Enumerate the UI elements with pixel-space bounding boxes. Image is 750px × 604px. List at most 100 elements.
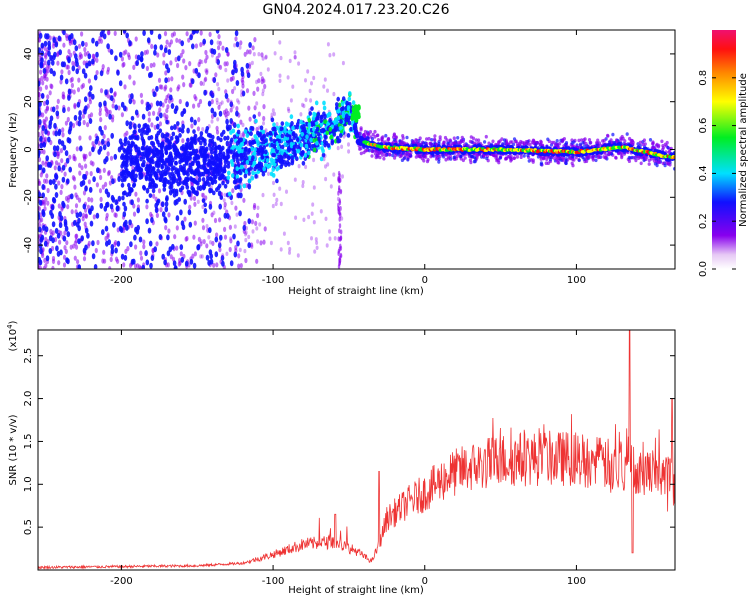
spectral-cell bbox=[400, 158, 404, 162]
spectral-cell bbox=[61, 200, 65, 207]
spectral-cell bbox=[117, 195, 122, 202]
spectral-cell bbox=[82, 190, 87, 196]
spectral-cell bbox=[269, 171, 274, 177]
spectral-cell bbox=[484, 134, 488, 139]
spectral-cell bbox=[91, 58, 95, 65]
spectral-cell bbox=[125, 32, 129, 39]
spectral-cell bbox=[225, 118, 229, 125]
spectral-cell bbox=[461, 139, 465, 143]
spectral-cell bbox=[201, 217, 205, 223]
spectral-cell bbox=[135, 158, 140, 164]
spectral-cell bbox=[116, 240, 121, 247]
spectral-cell bbox=[290, 155, 295, 161]
spectral-cell bbox=[121, 62, 125, 68]
spectral-cell bbox=[205, 68, 209, 73]
spectral-cell bbox=[334, 126, 339, 132]
spectral-cell bbox=[202, 156, 206, 162]
spectral-cell bbox=[155, 212, 159, 218]
spectral-cell bbox=[123, 205, 128, 212]
spectral-cell bbox=[109, 155, 114, 161]
spectral-cell bbox=[312, 121, 316, 127]
spectral-cell bbox=[56, 60, 60, 66]
spectral-cell bbox=[141, 138, 146, 144]
spectral-cell bbox=[114, 199, 119, 206]
spectral-cell bbox=[328, 236, 332, 241]
spectral-cell bbox=[120, 112, 124, 118]
spectral-cell bbox=[428, 141, 432, 146]
spectral-cell bbox=[190, 185, 194, 191]
spectral-cell bbox=[170, 171, 175, 177]
spectral-cell bbox=[176, 153, 181, 159]
spectral-cell bbox=[231, 120, 235, 126]
spectral-cell bbox=[131, 141, 136, 147]
spectral-cell bbox=[185, 101, 189, 108]
spectral-cell bbox=[239, 263, 243, 269]
spectral-cell bbox=[211, 145, 215, 151]
spectral-cell bbox=[183, 150, 187, 156]
spectral-cell bbox=[83, 46, 87, 53]
spectral-cell bbox=[38, 119, 42, 125]
spectral-cell bbox=[217, 45, 221, 51]
spectral-cell bbox=[38, 131, 41, 138]
spectral-cell bbox=[64, 120, 68, 126]
spectral-cell bbox=[39, 86, 43, 92]
spectral-cell bbox=[443, 135, 448, 140]
spectral-cell bbox=[279, 247, 283, 252]
spectral-cell bbox=[244, 232, 247, 237]
spectral-cell bbox=[235, 212, 239, 217]
spectral-cell bbox=[109, 87, 114, 94]
spectral-cell bbox=[368, 130, 373, 134]
spectral-cell bbox=[41, 167, 46, 174]
spectral-cell bbox=[155, 85, 159, 92]
spectral-cell bbox=[215, 100, 219, 106]
spectral-cell bbox=[208, 138, 212, 144]
spectral-cell bbox=[41, 80, 45, 86]
spectral-cell bbox=[62, 107, 66, 114]
spectral-cell bbox=[304, 143, 309, 149]
spectral-cell bbox=[82, 119, 86, 126]
spectral-cell bbox=[83, 72, 88, 79]
spectral-cell bbox=[41, 112, 45, 118]
spectral-cell bbox=[77, 225, 81, 232]
spectral-cell bbox=[210, 99, 214, 105]
spectral-cell bbox=[211, 77, 215, 82]
spectral-cell bbox=[460, 135, 464, 140]
spectral-cell bbox=[228, 224, 232, 230]
spectral-cell bbox=[120, 182, 125, 188]
spectral-cell bbox=[203, 202, 207, 208]
spectral-cell bbox=[577, 138, 581, 143]
spectral-cell bbox=[122, 147, 126, 153]
spectral-cell bbox=[175, 37, 179, 43]
spectral-cell bbox=[106, 141, 111, 148]
spectral-cell bbox=[174, 169, 178, 175]
spectral-cell bbox=[38, 206, 41, 212]
spectral-cell bbox=[92, 214, 96, 220]
spectral-cell bbox=[262, 115, 266, 122]
spectral-cell bbox=[262, 239, 266, 245]
spectral-cell bbox=[59, 148, 64, 154]
spectral-cell bbox=[239, 152, 244, 158]
spectral-cell bbox=[179, 209, 183, 216]
spectral-cell bbox=[663, 142, 667, 147]
spectral-cell bbox=[54, 183, 58, 190]
spectral-cell bbox=[201, 177, 206, 182]
spectral-cell bbox=[217, 183, 222, 189]
spectral-cell bbox=[186, 137, 190, 143]
spectral-cell bbox=[93, 74, 98, 81]
spectral-cell bbox=[236, 129, 241, 135]
spectral-cell bbox=[326, 88, 329, 93]
spectral-cell bbox=[132, 99, 136, 105]
spectral-cell bbox=[136, 197, 140, 203]
spectral-cell bbox=[48, 235, 53, 242]
spectral-cell bbox=[84, 185, 88, 192]
spectral-cell bbox=[606, 134, 610, 138]
spectral-cell bbox=[151, 188, 156, 194]
spectral-cell bbox=[114, 240, 118, 246]
spectral-cell bbox=[156, 123, 160, 130]
spectral-cell bbox=[238, 170, 243, 176]
spectral-cell bbox=[76, 101, 81, 108]
spectral-cell bbox=[310, 236, 313, 241]
spectral-cell bbox=[139, 265, 143, 269]
spectral-cell bbox=[250, 60, 254, 66]
